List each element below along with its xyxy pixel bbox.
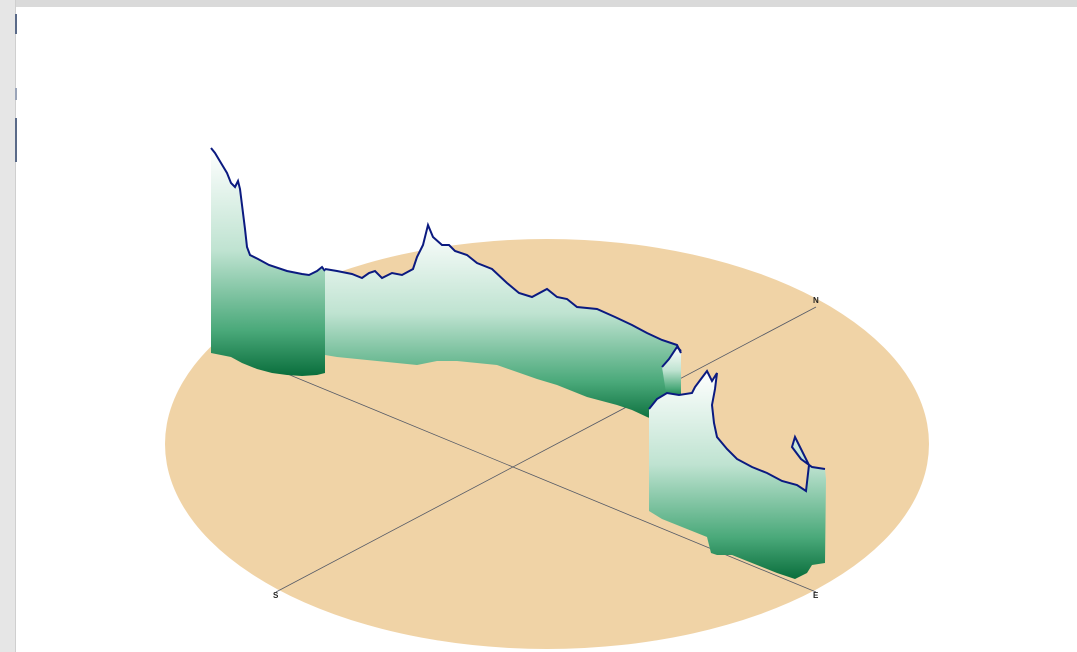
profile-wall-segment-4 bbox=[649, 371, 826, 579]
window-top-border bbox=[0, 0, 1077, 7]
profile-crest-line-3 bbox=[661, 345, 682, 368]
profile-wall-segment-3 bbox=[662, 347, 681, 399]
gutter-marker bbox=[15, 118, 17, 162]
gutter-marker bbox=[15, 88, 17, 100]
3d-profile-viewer[interactable]: N S E bbox=[17, 7, 1077, 652]
left-gutter bbox=[0, 0, 17, 652]
compass-label-south: S bbox=[273, 591, 279, 600]
compass-label-east: E bbox=[813, 591, 819, 600]
axis-south-north bbox=[275, 306, 817, 593]
profile-crest-line-4 bbox=[648, 369, 826, 493]
terrain-profile-scene[interactable]: N S E bbox=[17, 7, 1077, 652]
compass-label-north: N bbox=[813, 296, 819, 305]
profile-wall-segment-1 bbox=[211, 148, 325, 376]
profile-crest-line-1 bbox=[210, 147, 326, 277]
profile-wall-segment-2 bbox=[325, 225, 681, 421]
gutter-marker bbox=[15, 14, 17, 34]
profile-crest-line-2 bbox=[324, 221, 682, 354]
